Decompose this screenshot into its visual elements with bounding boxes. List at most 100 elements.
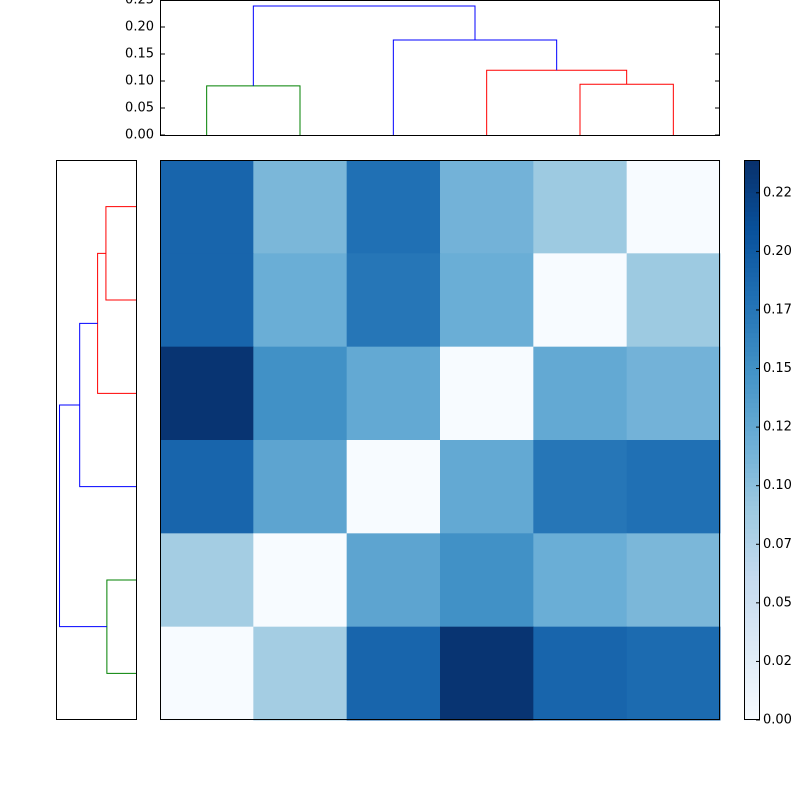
heatmap-cell [626,626,721,721]
colorbar-step [744,360,760,366]
colorbar-step [744,491,760,497]
heatmap-cell [346,626,441,721]
colorbar-tick-label: 0.10 [763,478,792,493]
colorbar-step [744,174,760,180]
heatmap-cell [160,440,254,534]
colorbar-step [744,556,760,562]
colorbar-step [744,398,760,404]
y-tick-label: 0.10 [125,74,154,89]
colorbar-step [744,482,760,488]
left-dendrogram-link [105,206,136,301]
colorbar-step [744,384,760,390]
top-dendrogram-link [252,5,476,86]
colorbar-step [744,692,760,698]
top-dendrogram-link [392,39,558,135]
colorbar-step [744,715,760,721]
colorbar-step [744,416,760,422]
colorbar-step [744,393,760,399]
colorbar-step [744,365,760,371]
heatmap-cell [346,440,441,534]
left-dendrogram-link [79,322,136,488]
colorbar-step [744,528,760,534]
heatmap-cell [533,160,628,254]
left-dendrogram-link [97,252,136,394]
top-frame [160,0,720,136]
heatmap-cell [626,346,721,441]
colorbar-step [744,463,760,469]
colorbar-step [744,314,760,320]
heatmap-cell [440,533,534,628]
colorbar-step [744,468,760,474]
colorbar-step [744,220,760,226]
colorbar-step [744,407,760,413]
colorbar-step [744,370,760,376]
colorbar-step [744,188,760,194]
colorbar-step [744,617,760,623]
heatmap-cell [533,253,628,348]
colorbar-step [744,706,760,712]
heatmap-cell [440,253,534,348]
heatmap-cell [160,626,254,721]
heatmap-cell [626,533,721,628]
heatmap-cell [440,440,534,534]
heatmap-cell [160,533,254,628]
heatmap-cell [160,160,254,254]
colorbar-tick-label: 0.02 [763,654,792,669]
colorbar-step [744,645,760,651]
colorbar-step [744,300,760,306]
colorbar-step [744,337,760,343]
colorbar-step [744,276,760,282]
heatmap-cell [440,626,534,721]
colorbar-step [744,290,760,296]
colorbar-step [744,603,760,609]
colorbar-step [744,356,760,362]
colorbar-step [744,183,760,189]
colorbar-step [744,687,760,693]
colorbar-step [744,500,760,506]
heatmap-cell [440,160,534,254]
y-tick-label: 0.00 [125,128,154,143]
colorbar-tick-label: 0.12 [763,420,792,435]
top-dendrogram-link [486,69,628,135]
colorbar-tick-label: 0.05 [763,595,792,610]
left-frame [56,160,137,720]
colorbar-frame [744,160,760,720]
colorbar-step [744,622,760,628]
colorbar-step [744,239,760,245]
colorbar-step [744,426,760,432]
colorbar-step [744,309,760,315]
heatmap-cell [533,626,628,721]
colorbar-step [744,640,760,646]
heatmap-cell [626,253,721,348]
colorbar-step [744,332,760,338]
colorbar-step [744,561,760,567]
colorbar-step [744,659,760,665]
colorbar-step [744,440,760,446]
colorbar-step [744,248,760,254]
colorbar-step [744,668,760,674]
heatmap-cell [346,533,441,628]
colorbar-step [744,202,760,208]
colorbar-step [744,682,760,688]
colorbar-step [744,253,760,259]
colorbar-tick-label: 0.00 [763,713,792,728]
heatmap-cell [533,440,628,534]
colorbar-step [744,421,760,427]
colorbar-step [744,454,760,460]
colorbar-step [744,449,760,455]
colorbar-step [744,230,760,236]
colorbar-tick-label: 0.07 [763,537,792,552]
heatmap-cell [533,346,628,441]
heatmap-cell [533,533,628,628]
heatmap-cell [253,160,348,254]
colorbar-tick-label: 0.17 [763,302,792,317]
colorbar-step [744,342,760,348]
colorbar-step [744,696,760,702]
colorbar-step [744,206,760,212]
colorbar-step [744,519,760,525]
colorbar-step [744,580,760,586]
colorbar-step [744,626,760,632]
colorbar-step [744,351,760,357]
colorbar-step [744,612,760,618]
colorbar-step [744,267,760,273]
